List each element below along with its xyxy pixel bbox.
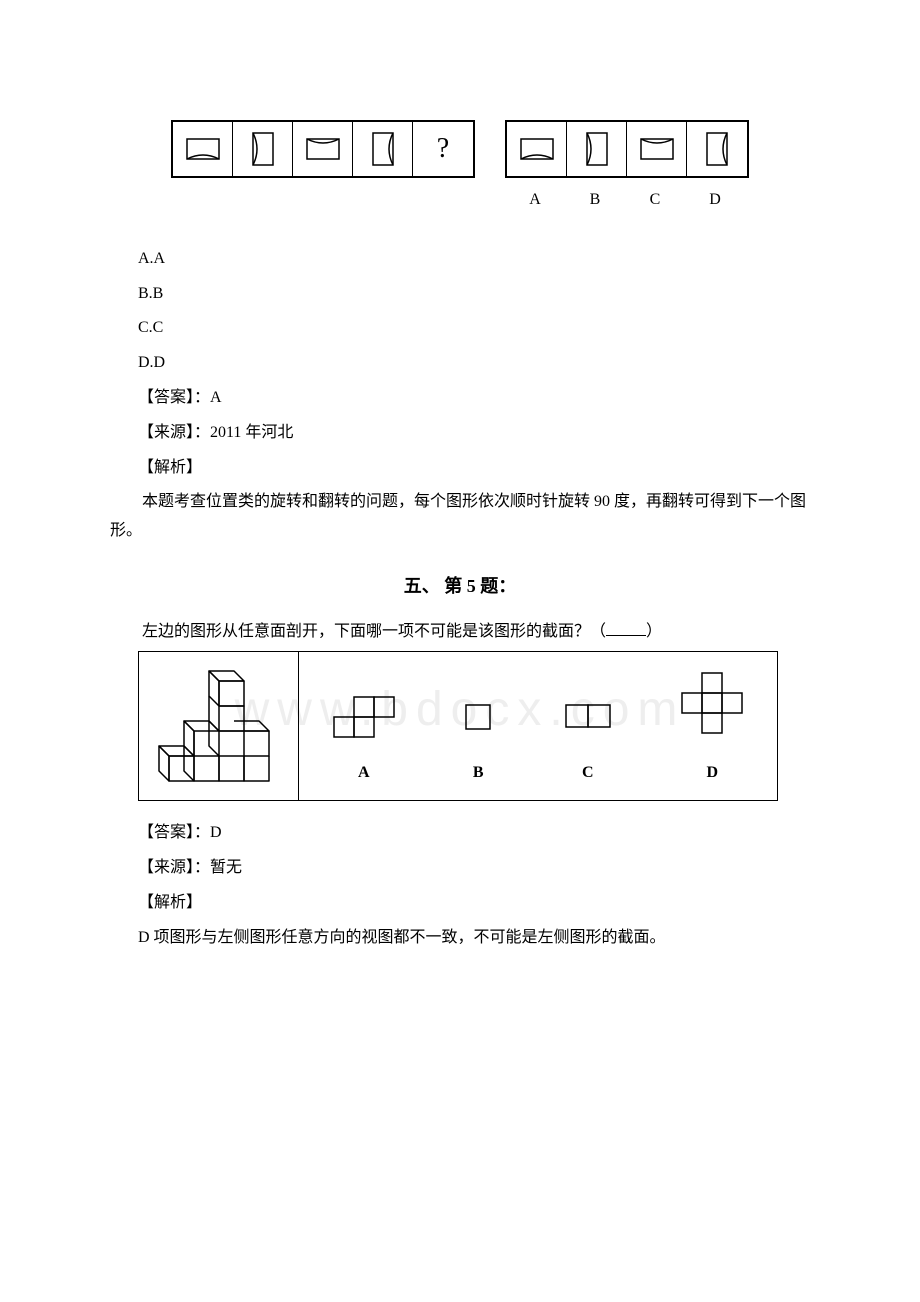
q5-opt-label-b: B (473, 759, 484, 788)
q5-opt-c: C (558, 691, 618, 788)
q4-label-c: C (625, 186, 685, 215)
q5-opt-label-d: D (706, 759, 718, 788)
q5-opt-label-a: A (358, 759, 370, 788)
q5-figure: A B C (138, 651, 778, 801)
q4-seq-cell-5: ? (413, 122, 473, 176)
q4-opt-cell-a (507, 122, 567, 176)
q5-answer: 【答案】：D (138, 819, 810, 848)
cubes-3d (154, 661, 284, 791)
blank-underline (606, 620, 646, 636)
q4-opt-cell-d (687, 122, 747, 176)
question-mark: ? (437, 124, 449, 174)
q4-analysis-label: 【解析】 (138, 454, 810, 483)
q4-options (505, 120, 749, 178)
q5-opt-b: B (458, 691, 498, 788)
q5-source: 【来源】：暂无 (138, 854, 810, 883)
shape-3 (303, 129, 343, 169)
q4-options-wrap: A B C D (505, 120, 749, 215)
q4-opt-cell-b (567, 122, 627, 176)
q5-stem-post: ） (646, 623, 662, 640)
q4-seq-cell-4 (353, 122, 413, 176)
q5-block: www.bdocx.com 左边的图形从任意面剖开，下面哪一项不可能是该图形的截… (110, 618, 810, 801)
q5-opt-label-c: C (582, 759, 594, 788)
q5-stem-pre: 左边的图形从任意面剖开，下面哪一项不可能是该图形的截面？（ (142, 623, 606, 640)
opt-b-shape (458, 691, 498, 741)
shape-2 (243, 129, 283, 169)
q5-opt-a: A (329, 691, 399, 788)
opt-shape-a (517, 129, 557, 169)
q4-sequence: ? (171, 120, 475, 178)
q4-seq-cell-2 (233, 122, 293, 176)
q4-seq-cell-1 (173, 122, 233, 176)
q4-sequence-box: ? (171, 120, 475, 215)
q4-source: 【来源】：2011 年河北 (138, 419, 810, 448)
q4-label-b: B (565, 186, 625, 215)
q5-title: 五、 第 5 题： (110, 570, 810, 602)
q4-answer: 【答案】：A (138, 384, 810, 413)
shape-1 (183, 129, 223, 169)
opt-d-shape (677, 671, 747, 741)
q5-options-area: A B C (299, 652, 777, 800)
q4-label-d: D (685, 186, 745, 215)
q4-seq-cell-3 (293, 122, 353, 176)
opt-c-shape (558, 691, 618, 741)
shape-4 (363, 129, 403, 169)
q5-opt-d: D (677, 671, 747, 788)
q5-3d-solid (139, 652, 299, 800)
opt-shape-c (637, 129, 677, 169)
q4-option-b: B.B (138, 280, 810, 309)
q4-opt-labels: A B C D (505, 186, 749, 215)
q5-stem: 左边的图形从任意面剖开，下面哪一项不可能是该图形的截面？（ ） (110, 618, 810, 647)
q4-opt-cell-c (627, 122, 687, 176)
q4-figure-row: ? (110, 120, 810, 215)
q4-option-d: D.D (138, 349, 810, 378)
q4-analysis-text: 本题考查位置类的旋转和翻转的问题，每个图形依次顺时针旋转 90 度，再翻转可得到… (110, 488, 810, 546)
q5-analysis-text: D 项图形与左侧图形任意方向的视图都不一致，不可能是左侧图形的截面。 (138, 924, 810, 953)
q4-option-a: A.A (138, 245, 810, 274)
q5-analysis-label: 【解析】 (138, 889, 810, 918)
q4-option-c: C.C (138, 314, 810, 343)
opt-a-shape (329, 691, 399, 741)
opt-shape-b (577, 129, 617, 169)
opt-shape-d (697, 129, 737, 169)
q4-label-a: A (505, 186, 565, 215)
